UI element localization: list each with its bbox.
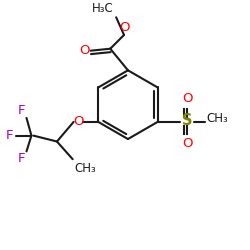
Text: F: F [5, 129, 13, 142]
Text: S: S [182, 114, 192, 128]
Text: O: O [120, 21, 130, 34]
Text: F: F [18, 104, 26, 117]
Text: CH₃: CH₃ [74, 162, 96, 175]
Text: CH₃: CH₃ [207, 112, 229, 126]
Text: O: O [73, 115, 84, 128]
Text: O: O [182, 92, 192, 105]
Text: O: O [182, 136, 192, 149]
Text: F: F [18, 152, 26, 165]
Text: O: O [79, 44, 90, 57]
Text: H₃C: H₃C [92, 2, 113, 15]
